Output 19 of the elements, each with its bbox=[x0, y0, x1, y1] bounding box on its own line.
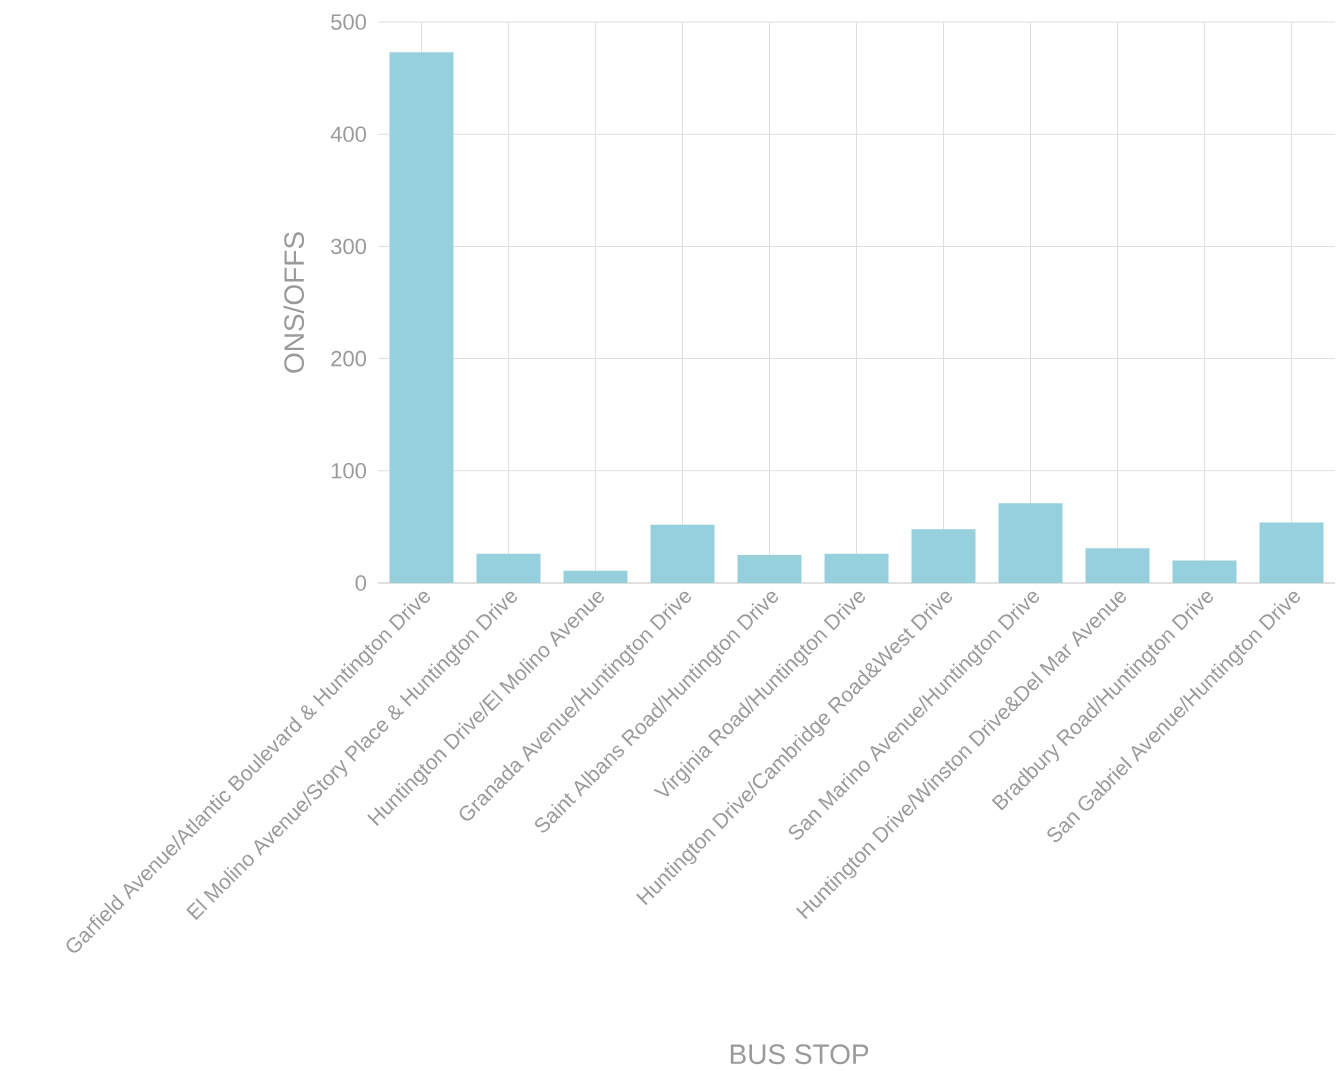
bar bbox=[650, 524, 715, 584]
y-tick-label: 0 bbox=[355, 575, 367, 591]
y-axis-title: ONS/OFFS bbox=[283, 232, 305, 373]
y-tick-label: 100 bbox=[331, 463, 367, 479]
bar bbox=[998, 503, 1063, 584]
bar bbox=[1259, 522, 1324, 584]
bar bbox=[1172, 560, 1237, 584]
bar bbox=[389, 52, 454, 584]
bar bbox=[911, 529, 976, 584]
bar bbox=[737, 555, 802, 584]
y-tick-label: 400 bbox=[330, 126, 367, 143]
y-tick-label: 200 bbox=[331, 350, 367, 367]
bar bbox=[476, 553, 541, 584]
x-axis-title: BUS STOP bbox=[730, 1044, 869, 1065]
y-tick-label: 300 bbox=[331, 238, 367, 255]
bar bbox=[563, 570, 628, 584]
bar bbox=[1085, 548, 1150, 584]
bar bbox=[824, 553, 889, 584]
y-tick-label: 500 bbox=[331, 14, 367, 30]
